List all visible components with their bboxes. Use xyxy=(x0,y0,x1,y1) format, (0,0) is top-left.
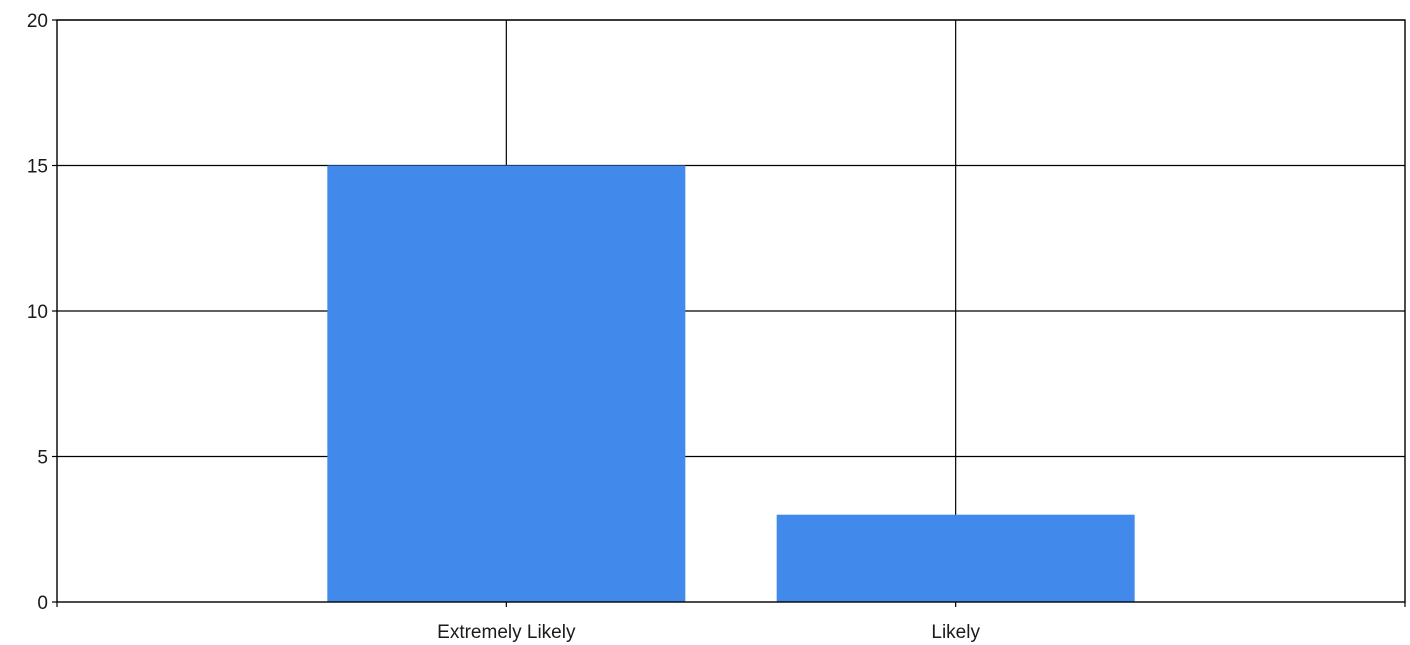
y-tick-label-5: 5 xyxy=(37,448,48,469)
bars xyxy=(327,165,1135,602)
y-tick-label-20: 20 xyxy=(27,11,48,32)
gridlines xyxy=(57,19,1405,602)
x-axis-ticks: Extremely Likely Likely xyxy=(56,602,1406,643)
y-tick-label-15: 15 xyxy=(27,157,48,178)
bar-0 xyxy=(327,165,686,602)
y-tick-label-10: 10 xyxy=(27,302,48,323)
x-tick-label-0: Extremely Likely xyxy=(437,622,576,643)
y-axis-ticks: 0 5 10 15 20 xyxy=(27,11,57,614)
y-tick-label-0: 0 xyxy=(37,593,48,614)
x-tick-label-1: Likely xyxy=(931,622,980,643)
bar-1 xyxy=(776,514,1135,602)
